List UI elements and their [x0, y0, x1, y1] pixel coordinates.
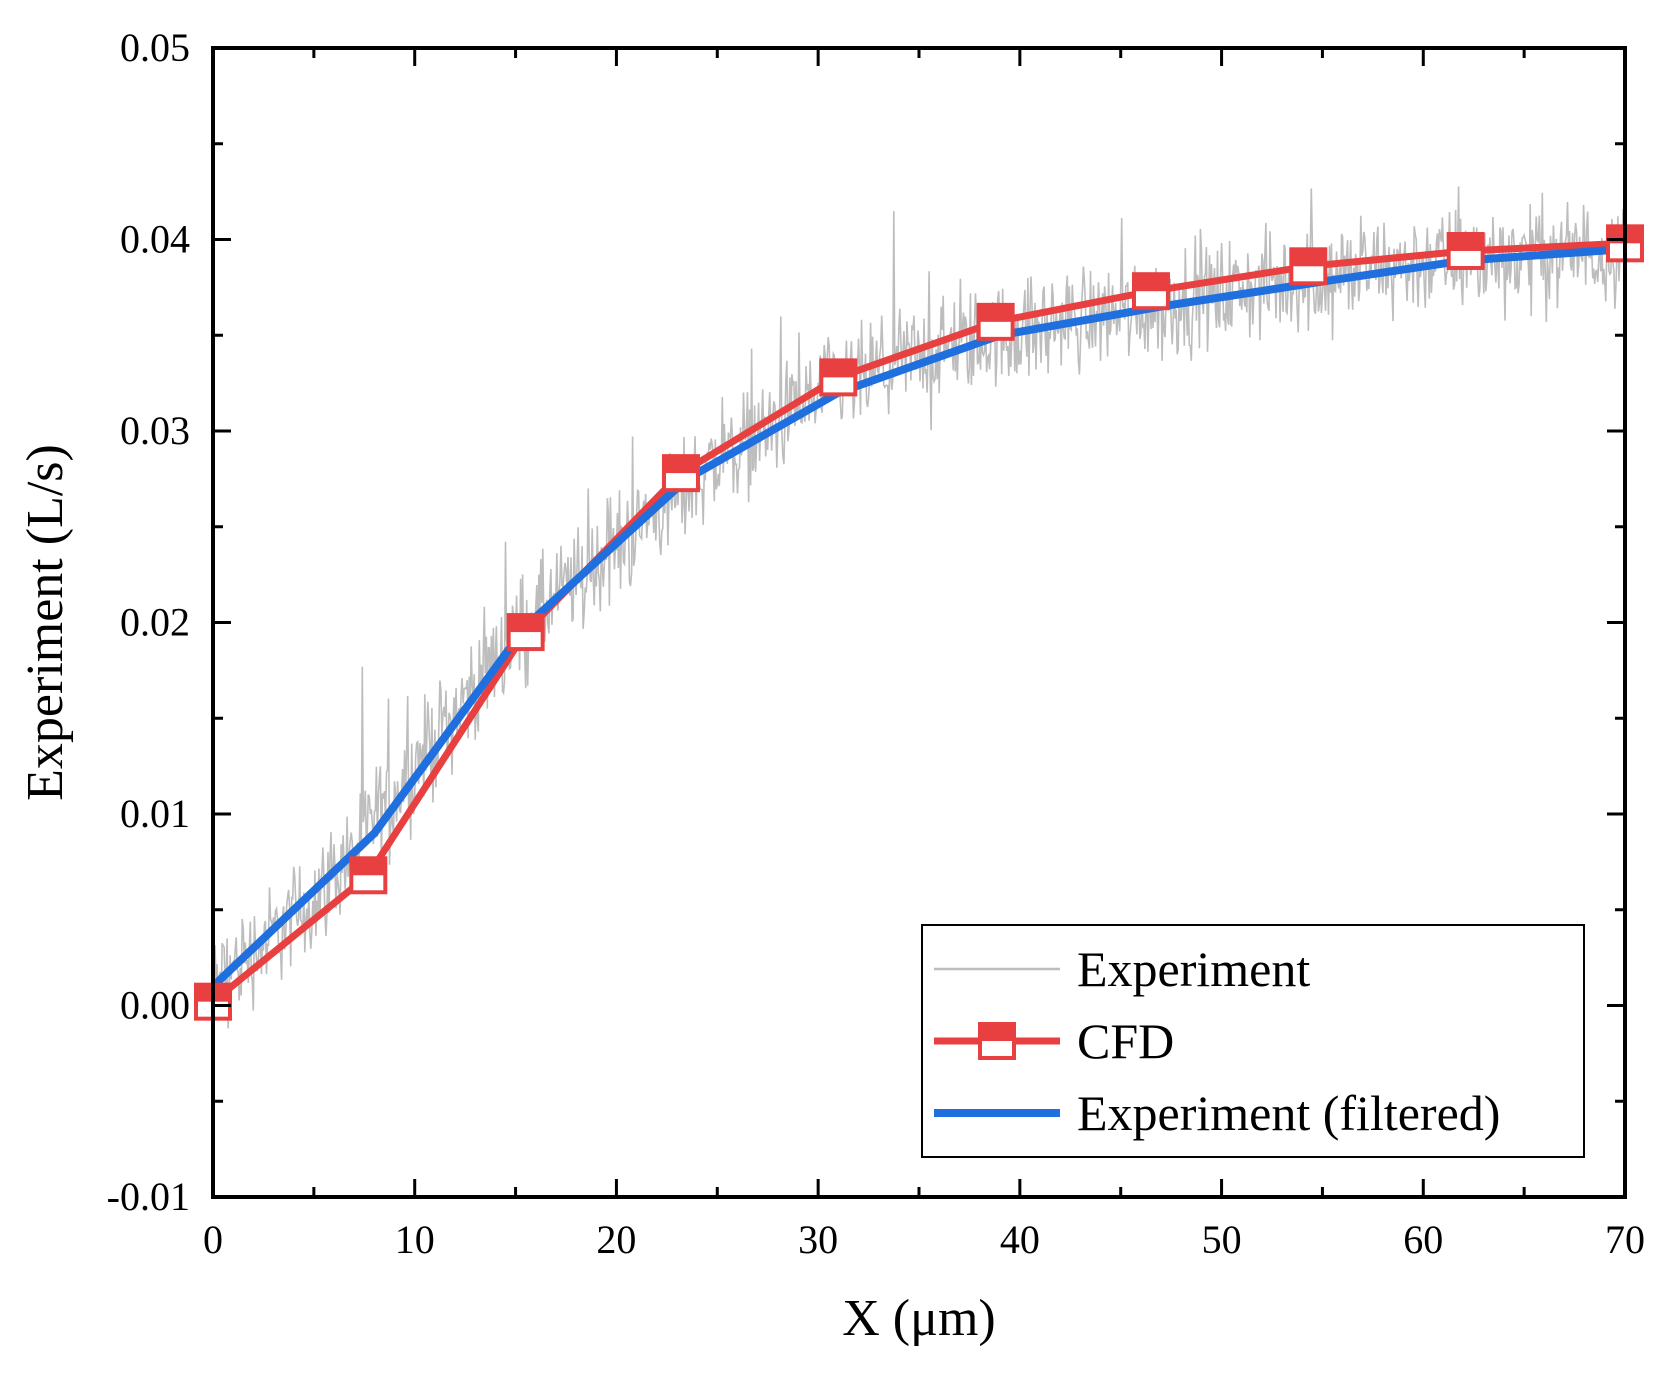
cfd-data-point — [1446, 231, 1485, 270]
x-tick-label: 20 — [596, 1217, 636, 1262]
x-axis-title: X (μm) — [842, 1290, 996, 1347]
legend-label-cfd: CFD — [1077, 1013, 1174, 1069]
cfd-data-point — [506, 613, 545, 652]
x-tick-label: 50 — [1202, 1217, 1242, 1262]
cfd-data-point — [1289, 247, 1328, 286]
legend-label-experiment: Experiment — [1077, 941, 1310, 997]
x-tick-label: 30 — [798, 1217, 838, 1262]
series-layer — [194, 186, 1644, 1029]
y-tick-label: 0.00 — [120, 983, 190, 1028]
cfd-data-point — [819, 358, 858, 397]
x-tick-label: 70 — [1605, 1217, 1645, 1262]
marker-fill — [978, 304, 1013, 322]
marker-fill — [508, 615, 543, 633]
marker-fill — [1448, 233, 1483, 251]
y-tick-label: 0.01 — [120, 791, 190, 836]
y-tick-label: 0.04 — [120, 217, 190, 262]
y-tick-label: 0.05 — [120, 25, 190, 70]
y-axis: -0.01 0.00 0.01 0.02 0.03 0.04 0.05 — [107, 25, 1625, 1219]
legend: Experiment CFD Experiment (filtered) — [921, 924, 1585, 1158]
marker-fill — [663, 456, 698, 474]
x-tick-label: 60 — [1403, 1217, 1443, 1262]
y-tick-label: 0.02 — [120, 600, 190, 645]
marker-fill — [980, 1024, 1014, 1041]
legend-label-filtered: Experiment (filtered) — [1077, 1085, 1500, 1141]
y-tick-label: 0.03 — [120, 408, 190, 453]
marker-fill — [821, 360, 856, 378]
x-tick-label: 0 — [203, 1217, 223, 1262]
marker-fill — [1291, 249, 1326, 267]
x-tick-label: 10 — [395, 1217, 435, 1262]
cfd-data-point — [349, 856, 388, 895]
y-tick-label: -0.01 — [107, 1174, 190, 1219]
filtered-series-line — [209, 245, 1629, 991]
cfd-data-point — [661, 454, 700, 493]
legend-marker-cfd — [978, 1022, 1016, 1060]
marker-fill — [1133, 274, 1168, 292]
x-tick-label: 40 — [1000, 1217, 1040, 1262]
cfd-series-line — [210, 239, 1626, 1005]
x-axis: 0 10 20 30 40 50 60 70 — [203, 48, 1645, 1262]
y-axis-title: Experiment (L/s) — [17, 444, 74, 801]
marker-fill — [351, 858, 386, 876]
experiment-series-line — [213, 186, 1625, 1029]
cfd-data-point — [1131, 272, 1170, 311]
cfd-data-point — [976, 302, 1015, 341]
